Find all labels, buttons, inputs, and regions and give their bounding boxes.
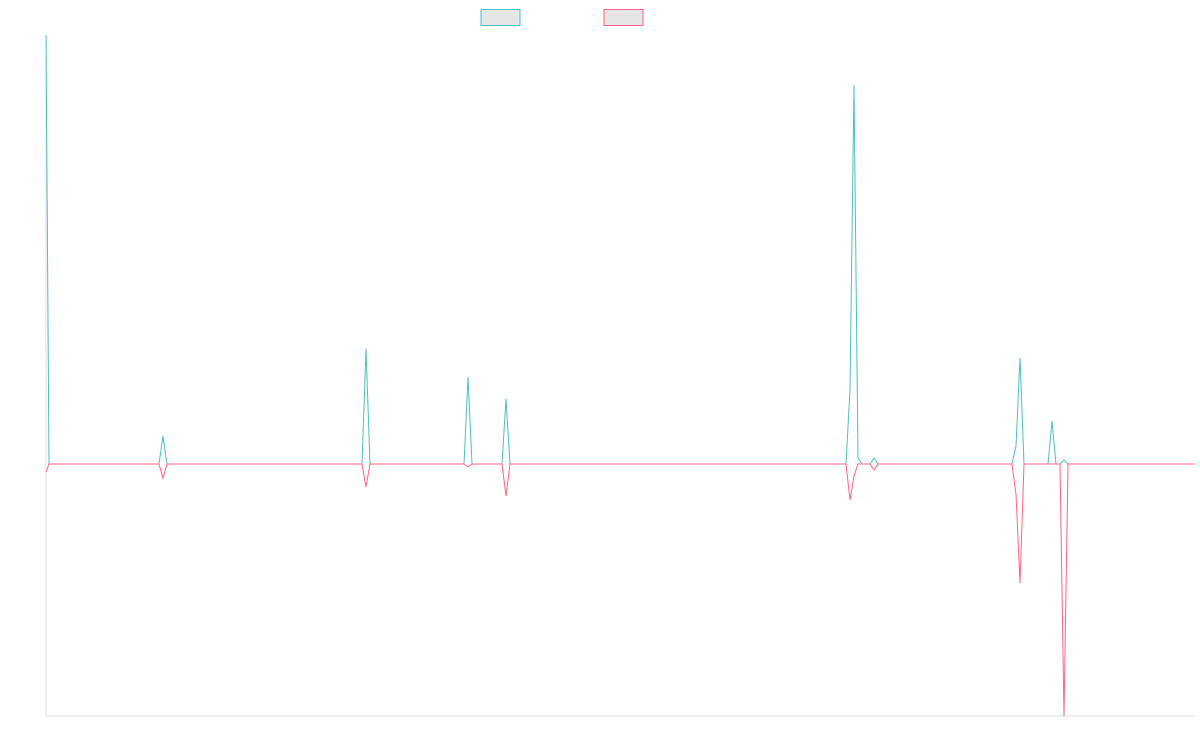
legend-swatch [480, 9, 521, 26]
series-line [45, 34, 1195, 465]
series-line [45, 463, 1195, 717]
legend-swatch [603, 9, 644, 26]
